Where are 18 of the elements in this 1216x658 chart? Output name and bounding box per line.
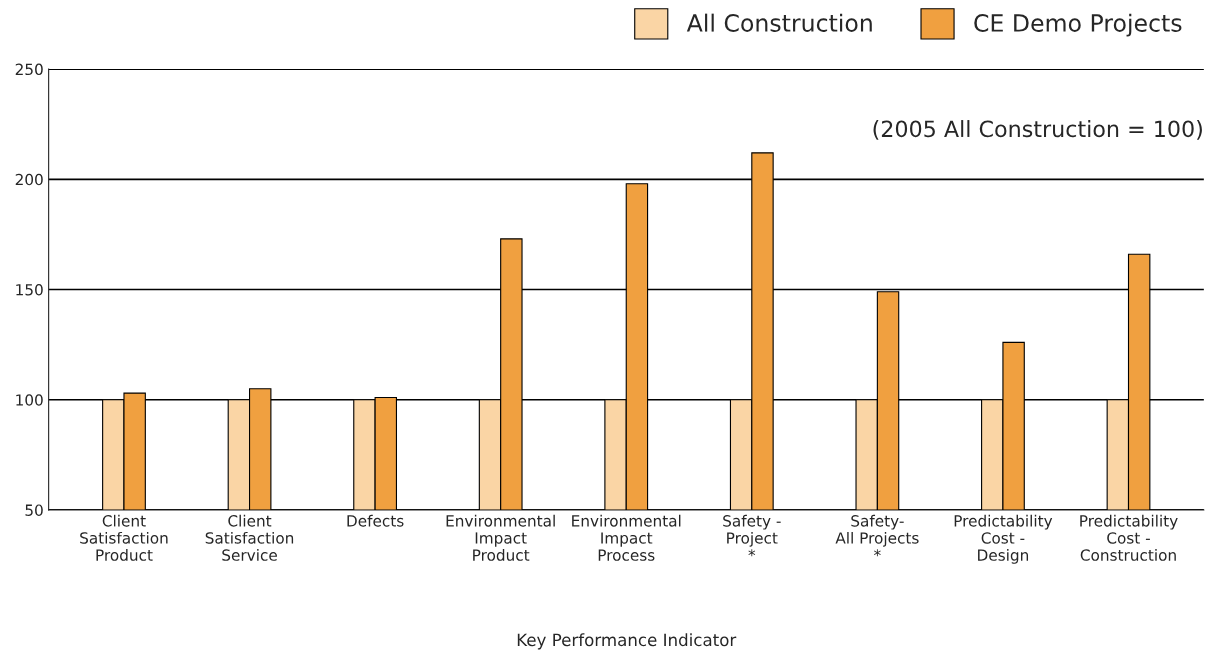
x-tick-label: Environmental Impact Process (572, 514, 681, 561)
x-tick-label: Safety - Project * (723, 514, 781, 557)
x-tick-label: Safety- All Projects * (835, 514, 919, 557)
y-tick-label: 100 (16, 394, 43, 406)
x-tick-label: Predictability Cost - Construction (1080, 514, 1178, 561)
x-axis-title: Key Performance Indicator (517, 633, 737, 650)
y-tick-label: 150 (16, 283, 43, 296)
annotation: (2005 All Construction = 100) (873, 120, 1202, 140)
x-tick-label: Environmental Impact Product (446, 514, 555, 561)
x-tick-label: Predictability Cost - Design (954, 514, 1053, 564)
x-tick-label: Client Satisfaction Product (80, 514, 168, 561)
legend-label: All Construction (686, 13, 872, 32)
x-tick-label: Client Satisfaction Service (205, 514, 294, 561)
legend-label: CE Demo Projects (974, 13, 1182, 37)
y-tick-label: 250 (15, 63, 43, 76)
x-tick-label: Defects (347, 514, 404, 527)
y-tick-label: 50 (25, 504, 43, 516)
y-tick-label: 200 (15, 173, 43, 186)
